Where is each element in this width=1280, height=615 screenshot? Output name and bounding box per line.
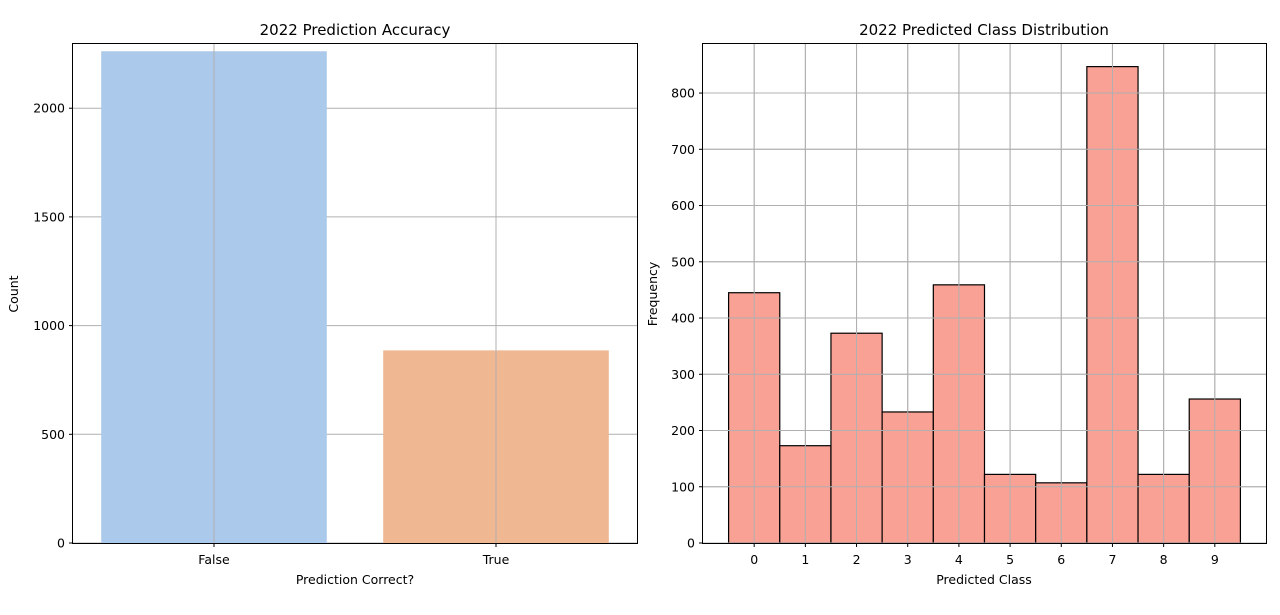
- class-distribution-x-tick-label: 7: [1108, 552, 1116, 567]
- accuracy-chart-title: 2022 Prediction Accuracy: [260, 21, 451, 39]
- accuracy-y-tick-label: 1000: [33, 318, 65, 333]
- class-distribution-x-tick-label: 4: [955, 552, 963, 567]
- accuracy-x-axis-label: Prediction Correct?: [296, 572, 414, 587]
- class-distribution-y-tick-label: 0: [687, 536, 695, 551]
- class-distribution-x-tick-label: 0: [750, 552, 758, 567]
- accuracy-plot-frame: [72, 43, 638, 544]
- class-distribution-ticks: 0 100 200 300 400 500 600 700 800 0 1 2 3 4 5 6 7 8 9: [671, 86, 1219, 567]
- class-distribution-y-tick-label: 600: [671, 198, 695, 213]
- class-distribution-y-tick-label: 200: [671, 423, 695, 438]
- class-distribution-x-tick-label: 6: [1057, 552, 1065, 567]
- accuracy-y-tick-label: 2000: [33, 101, 65, 116]
- class-distribution-bars: [703, 43, 1266, 544]
- class-distribution-x-tick-label: 8: [1160, 552, 1168, 567]
- class-distribution-y-axis-label: Frequency: [645, 261, 660, 326]
- accuracy-y-tick-label: 500: [41, 427, 65, 442]
- accuracy-y-axis-label: Count: [6, 275, 21, 312]
- class-distribution-y-tick-label: 100: [671, 479, 695, 494]
- accuracy-x-tick-label: True: [482, 552, 510, 567]
- class-distribution-x-tick-label: 1: [801, 552, 809, 567]
- class-distribution-x-tick-label: 3: [904, 552, 912, 567]
- accuracy-x-tick-label: False: [198, 552, 230, 567]
- class-distribution-y-tick-label: 400: [671, 311, 695, 326]
- class-distribution-x-tick-label: 9: [1211, 552, 1219, 567]
- class-distribution-y-tick-label: 500: [671, 254, 695, 269]
- accuracy-chart: 2022 Prediction Accuracy 0 500 1000 1500 200…: [6, 21, 638, 587]
- class-distribution-plot-frame: [702, 43, 1267, 544]
- class-distribution-x-tick-label: 5: [1006, 552, 1014, 567]
- class-distribution-y-tick-label: 700: [671, 142, 695, 157]
- class-distribution-chart-title: 2022 Predicted Class Distribution: [859, 21, 1109, 39]
- accuracy-bars: [101, 43, 609, 544]
- class-distribution-y-tick-label: 300: [671, 367, 695, 382]
- class-distribution-y-tick-label: 800: [671, 86, 695, 101]
- accuracy-y-tick-label: 0: [57, 536, 65, 551]
- accuracy-ticks: 0 500 1000 1500 2000 False True: [33, 101, 509, 567]
- accuracy-y-tick-label: 1500: [33, 209, 65, 224]
- class-distribution-x-tick-label: 2: [853, 552, 861, 567]
- class-distribution-chart: 2022 Predicted Class Distribution 010020…: [645, 21, 1267, 587]
- class-distribution-x-axis-label: Predicted Class: [936, 572, 1032, 587]
